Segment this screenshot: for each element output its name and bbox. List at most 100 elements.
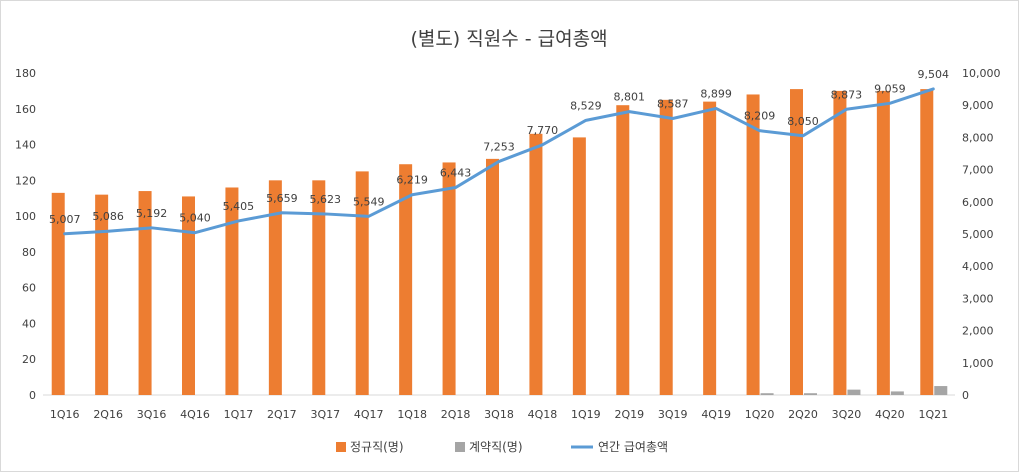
bar-regular-employees bbox=[95, 194, 109, 395]
bar-contract-employees bbox=[760, 393, 774, 395]
right-axis-tick-label: 0 bbox=[962, 389, 969, 402]
left-axis-tick-label: 0 bbox=[29, 389, 36, 402]
data-label-annual-payroll: 8,209 bbox=[744, 110, 776, 123]
right-axis-tick-label: 3,000 bbox=[962, 292, 994, 305]
bar-regular-employees bbox=[790, 89, 803, 395]
x-axis-tick-label: 1Q16 bbox=[50, 408, 80, 421]
x-axis-tick-label: 3Q18 bbox=[484, 408, 514, 421]
left-axis-tick-label: 40 bbox=[22, 317, 36, 330]
left-axis-tick-label: 120 bbox=[15, 174, 36, 187]
data-label-annual-payroll: 8,050 bbox=[787, 115, 819, 128]
x-axis-tick-label: 2Q19 bbox=[614, 408, 644, 421]
right-axis-tick-label: 7,000 bbox=[962, 164, 994, 177]
left-axis: 0 20 40 60 80 100 120 140 160 180 bbox=[15, 67, 36, 402]
legend-swatch-regular bbox=[336, 442, 346, 452]
data-label-annual-payroll: 8,529 bbox=[570, 99, 602, 112]
bar-regular-employees bbox=[703, 101, 717, 395]
bar-regular-employees bbox=[529, 133, 543, 396]
left-axis-tick-label: 80 bbox=[22, 246, 36, 259]
data-label-annual-payroll: 5,086 bbox=[92, 210, 124, 223]
x-axis-tick-label: 1Q19 bbox=[571, 408, 601, 421]
x-axis-tick-label: 1Q18 bbox=[397, 408, 427, 421]
bar-regular-employees bbox=[746, 94, 760, 395]
left-axis-tick-label: 60 bbox=[22, 282, 36, 295]
x-axis-tick-label: 2Q20 bbox=[788, 408, 818, 421]
data-label-annual-payroll: 6,443 bbox=[440, 167, 472, 180]
data-label-annual-payroll: 5,405 bbox=[223, 200, 255, 213]
data-label-annual-payroll: 7,253 bbox=[483, 140, 515, 153]
x-axis-tick-label: 2Q16 bbox=[93, 408, 123, 421]
legend-label-payroll: 연간 급여총액 bbox=[598, 440, 668, 454]
right-axis-tick-label: 1,000 bbox=[962, 357, 994, 370]
bar-regular-employees bbox=[486, 158, 499, 395]
data-label-annual-payroll: 5,659 bbox=[266, 192, 298, 205]
bar-contract-employees bbox=[890, 391, 904, 395]
left-axis-tick-label: 140 bbox=[15, 139, 36, 152]
right-axis-tick-label: 8,000 bbox=[962, 131, 994, 144]
right-axis-tick-label: 6,000 bbox=[962, 196, 994, 209]
right-axis-tick-label: 5,000 bbox=[962, 228, 994, 241]
data-label-annual-payroll: 9,504 bbox=[918, 68, 950, 81]
x-axis-tick-label: 3Q17 bbox=[310, 408, 340, 421]
data-label-annual-payroll: 9,059 bbox=[874, 82, 906, 95]
data-label-annual-payroll: 8,873 bbox=[831, 88, 863, 101]
left-axis-tick-label: 100 bbox=[15, 210, 36, 223]
x-axis-tick-label: 3Q16 bbox=[137, 408, 167, 421]
right-axis-tick-label: 2,000 bbox=[962, 325, 994, 338]
x-axis-tick-label: 1Q20 bbox=[745, 408, 775, 421]
data-label-annual-payroll: 6,219 bbox=[396, 174, 428, 187]
x-axis-tick-label: 2Q18 bbox=[441, 408, 471, 421]
line-annual-payroll bbox=[63, 87, 935, 236]
legend: 정규직(명) 계약직(명) 연간 급여총액 bbox=[336, 439, 668, 454]
bar-regular-employees bbox=[659, 99, 673, 395]
right-axis: 0 1,000 2,000 3,000 4,000 5,000 6,000 7,000 8,00… bbox=[962, 67, 1001, 402]
x-axis-tick-label: 1Q21 bbox=[918, 408, 948, 421]
x-axis-tick-label: 4Q19 bbox=[701, 408, 731, 421]
right-axis-tick-label: 4,000 bbox=[962, 260, 994, 273]
line-series: 5,007 5,086 5,192 5,040 5,405 5,659 5,623 5,549… bbox=[49, 68, 950, 236]
data-label-annual-payroll: 8,899 bbox=[700, 87, 732, 100]
left-axis-tick-label: 180 bbox=[15, 67, 36, 80]
x-axis-tick-label: 3Q19 bbox=[658, 408, 688, 421]
legend-label-contract: 계약직(명) bbox=[469, 439, 523, 454]
bar-contract-employees bbox=[804, 393, 817, 395]
x-axis-tick-label: 4Q20 bbox=[875, 408, 905, 421]
bar-contract-employees bbox=[934, 386, 948, 395]
bar-contract-employees bbox=[847, 389, 861, 395]
data-label-annual-payroll: 7,770 bbox=[527, 124, 559, 137]
data-label-annual-payroll: 8,587 bbox=[657, 97, 689, 110]
bar-regular-employees bbox=[355, 171, 369, 395]
legend-swatch-contract bbox=[455, 442, 465, 452]
x-axis-tick-label: 1Q17 bbox=[224, 408, 254, 421]
bar-regular-employees bbox=[182, 196, 195, 395]
left-axis-tick-label: 20 bbox=[22, 353, 36, 366]
data-label-annual-payroll: 5,007 bbox=[49, 213, 81, 226]
bar-regular-employees bbox=[920, 89, 934, 395]
bar-regular-employees bbox=[312, 180, 326, 395]
data-label-annual-payroll: 8,801 bbox=[614, 91, 646, 104]
bar-regular-employees bbox=[616, 105, 630, 395]
x-axis-tick-label: 2Q17 bbox=[267, 408, 297, 421]
x-axis-tick-label: 4Q17 bbox=[354, 408, 384, 421]
x-axis: 1Q16 2Q16 3Q16 4Q16 1Q17 2Q17 3Q17 4Q17 1Q18 2Q18… bbox=[43, 394, 955, 421]
right-axis-tick-label: 10,000 bbox=[962, 67, 1001, 80]
x-axis-tick-label: 3Q20 bbox=[832, 408, 862, 421]
bar-regular-employees bbox=[442, 162, 456, 395]
bar-regular-employees bbox=[138, 191, 152, 395]
x-axis-tick-label: 4Q16 bbox=[180, 408, 210, 421]
data-label-annual-payroll: 5,040 bbox=[179, 212, 211, 225]
bar-series bbox=[51, 89, 948, 396]
right-axis-tick-label: 9,000 bbox=[962, 99, 994, 112]
chart-title: (별도) 직원수 - 급여총액 bbox=[410, 28, 607, 50]
bar-regular-employees bbox=[225, 187, 239, 395]
bar-regular-employees bbox=[399, 164, 413, 395]
bar-regular-employees bbox=[268, 180, 282, 395]
x-axis-tick-label: 4Q18 bbox=[528, 408, 558, 421]
bar-regular-employees bbox=[51, 192, 65, 395]
bar-regular-employees bbox=[572, 137, 586, 395]
data-label-annual-payroll: 5,623 bbox=[310, 193, 342, 206]
left-axis-tick-label: 160 bbox=[15, 103, 36, 116]
bar-regular-employees bbox=[876, 90, 890, 395]
bar-regular-employees bbox=[833, 90, 847, 395]
